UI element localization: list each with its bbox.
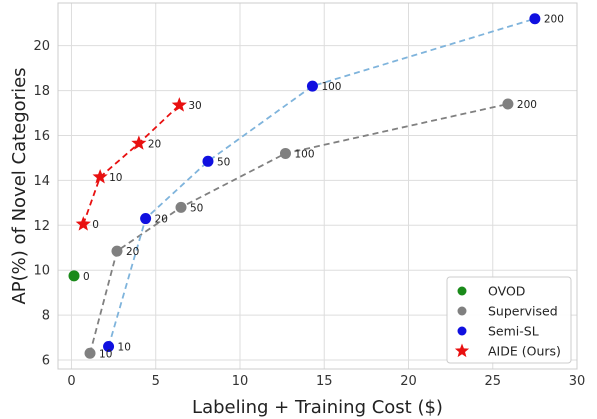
- semi-sl-line: [107, 17, 536, 347]
- aide-ours-point-label: 10: [109, 172, 122, 184]
- supervised-point: [84, 347, 96, 359]
- legend-supervised-marker: [457, 306, 467, 316]
- y-tick-label: 18: [33, 84, 50, 99]
- supervised-point: [279, 147, 291, 159]
- y-tick-label: 16: [33, 129, 50, 144]
- x-tick-label: 15: [316, 374, 333, 389]
- y-tick-label: 20: [33, 39, 50, 54]
- semi-sl-point-label: 50: [217, 156, 230, 168]
- y-tick-label: 6: [42, 354, 50, 369]
- x-tick-label: 10: [232, 374, 249, 389]
- supervised-point: [502, 98, 514, 110]
- semi-sl-point-label: 20: [155, 214, 168, 226]
- aide-ours-point-label: 0: [92, 219, 99, 231]
- legend-label: Semi-SL: [488, 324, 539, 339]
- y-axis-title: AP(%) of Novel Categories: [9, 67, 30, 304]
- semi-sl-point-label: 200: [544, 14, 564, 26]
- legend-label: OVOD: [488, 284, 525, 299]
- semi-sl-point: [529, 13, 541, 25]
- markers: [68, 13, 541, 359]
- grid: [58, 3, 578, 369]
- y-tick-labels: 6 8 10 12 14 16 18 20: [33, 39, 50, 368]
- aide-ours-point: [75, 216, 91, 231]
- x-tick-label: 25: [484, 374, 501, 389]
- aide-ours-point-label: 30: [188, 100, 201, 112]
- semi-sl-point-label: 100: [321, 81, 341, 93]
- x-tick-label: 5: [152, 374, 160, 389]
- legend-star-marker: [454, 343, 470, 358]
- ovod-point-label: 0: [83, 271, 90, 283]
- legend: OVOD Supervised Semi-SL AIDE (Ours): [446, 276, 572, 364]
- supervised-point-label: 100: [294, 148, 314, 160]
- x-tick-label: 0: [67, 374, 75, 389]
- supervised-point: [175, 201, 187, 213]
- aide-ours-point: [131, 135, 147, 150]
- y-tick-label: 8: [42, 309, 50, 324]
- supervised-point-label: 20: [126, 246, 139, 258]
- supervised-point: [111, 245, 123, 257]
- x-tick-labels: 0 5 10 15 20 25 30: [67, 374, 585, 389]
- legend-label: AIDE (Ours): [488, 344, 561, 359]
- aide-ours-line: [82, 104, 180, 225]
- y-tick-label: 10: [33, 264, 50, 279]
- aide-ours-point: [171, 97, 187, 112]
- semi-sl-point: [103, 341, 115, 353]
- supervised-point-label: 10: [99, 348, 112, 360]
- x-tick-label: 20: [400, 374, 417, 389]
- legend-ovod-marker: [457, 286, 467, 296]
- plot-frame: [57, 2, 578, 370]
- x-tick-label: 30: [569, 374, 586, 389]
- y-tick-label: 12: [33, 219, 50, 234]
- supervised-point-label: 50: [190, 202, 203, 214]
- legend-label: Supervised: [488, 304, 558, 319]
- aide-ours-point: [92, 169, 108, 184]
- legend-box: [446, 276, 572, 364]
- x-axis-title: Labeling + Training Cost ($): [192, 397, 443, 418]
- ovod-point: [68, 270, 80, 282]
- supervised-point-label: 200: [517, 99, 537, 111]
- aide-ours-point-label: 20: [148, 138, 161, 150]
- y-tick-label: 14: [33, 174, 50, 189]
- semi-sl-point: [306, 80, 318, 92]
- semi-sl-point: [202, 155, 214, 167]
- semi-sl-point-label: 10: [118, 342, 131, 354]
- point-labels: 0 10 20 50 100 200 10 20 50 100 200 0 10 20 30: [83, 14, 564, 361]
- legend-semi-sl-marker: [457, 326, 467, 336]
- semi-sl-point: [140, 213, 152, 225]
